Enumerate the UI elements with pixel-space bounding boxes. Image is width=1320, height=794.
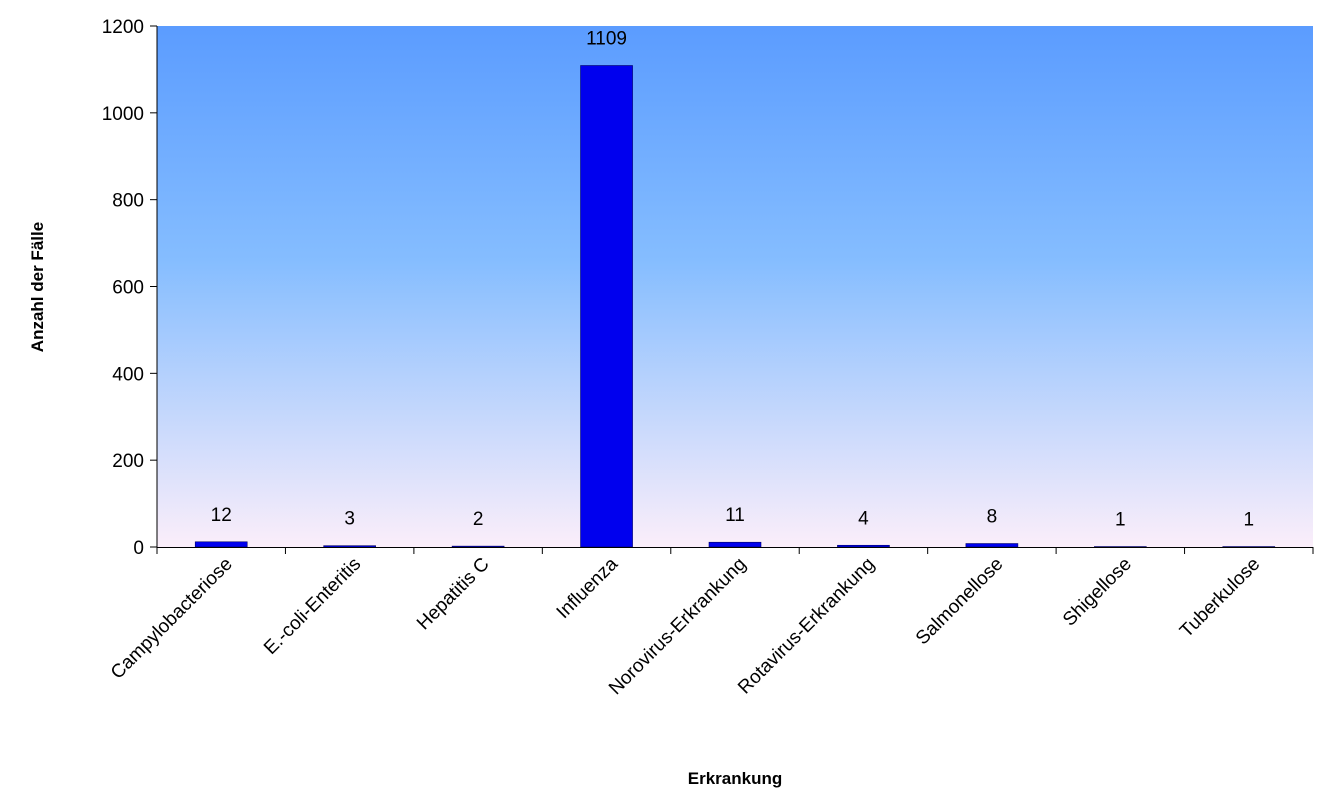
x-tick-label: Norovirus-Erkrankung: [605, 554, 751, 700]
y-tick-label: 1200: [102, 17, 144, 38]
bar: [194, 541, 248, 548]
y-tick-label: 400: [112, 364, 144, 385]
y-ticks-group: 0 200 400 600 800 1000 1200: [102, 17, 157, 559]
x-tick-label: Rotavirus-Erkrankung: [734, 554, 879, 699]
bar: [708, 541, 762, 548]
x-axis-title: Erkrankung: [688, 769, 782, 788]
bar: [837, 544, 890, 548]
x-tick-label: Tuberkulose: [1176, 554, 1264, 642]
y-axis-title: Anzahl der Fälle: [28, 222, 47, 352]
data-label: 4: [858, 508, 869, 529]
y-tick-label: 600: [112, 278, 144, 299]
plot-area: [157, 26, 1313, 547]
y-tick-label: 800: [112, 191, 144, 212]
data-label: 11: [725, 505, 745, 526]
data-label: 12: [211, 505, 232, 526]
data-label: 3: [344, 509, 355, 530]
bar: [451, 545, 505, 548]
y-tick-label: 1000: [102, 104, 144, 125]
data-label: 8: [987, 507, 998, 528]
data-label: 1: [1243, 510, 1254, 531]
x-ticks-group: Campylobacteriose E.-coli-Enteritis Hepati…: [107, 547, 1314, 700]
x-tick-label: Salmonellose: [912, 554, 1008, 650]
data-label: 1109: [586, 29, 627, 50]
data-label: 2: [473, 509, 484, 530]
data-label: 1: [1115, 510, 1126, 531]
x-tick-label: E.-coli-Enteritis: [260, 554, 365, 659]
bar: [965, 543, 1019, 548]
x-tick-label: Shigellose: [1059, 554, 1136, 631]
bar: [323, 545, 376, 548]
x-tick-label: Influenza: [553, 553, 623, 623]
bar: [580, 65, 633, 548]
x-tick-label: Campylobacteriose: [107, 554, 237, 684]
x-tick-label: Hepatitis C: [413, 554, 494, 635]
y-tick-label: 0: [133, 538, 144, 559]
y-tick-label: 200: [112, 451, 144, 472]
